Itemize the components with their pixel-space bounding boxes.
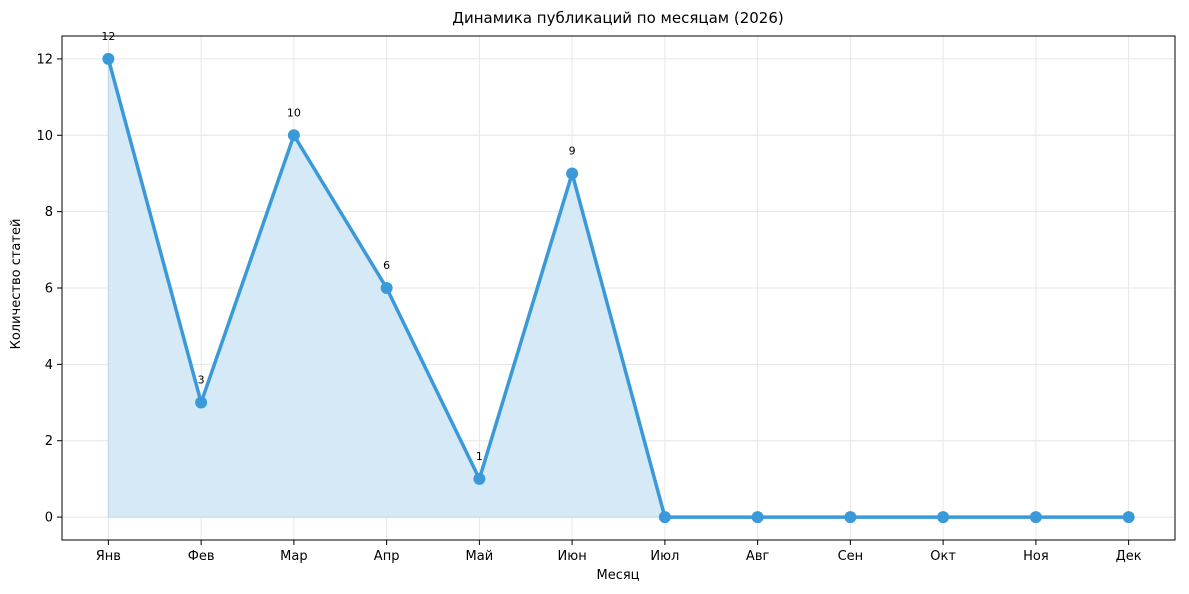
- x-tick-label: Май: [466, 549, 494, 564]
- data-point: [751, 511, 764, 524]
- y-tick-label: 12: [36, 52, 53, 67]
- chart-title: Динамика публикаций по месяцам (2026): [452, 9, 783, 27]
- y-tick-label: 6: [45, 282, 53, 297]
- y-tick-label: 4: [45, 358, 53, 373]
- data-label: 10: [287, 106, 301, 119]
- x-tick-label: Мар: [280, 549, 307, 564]
- data-point: [1029, 511, 1042, 524]
- data-label: 6: [383, 259, 390, 272]
- x-tick-label: Авг: [746, 549, 770, 564]
- data-point: [658, 511, 671, 524]
- data-point: [473, 472, 486, 485]
- data-point: [937, 511, 950, 524]
- x-tick-label: Дек: [1116, 549, 1142, 564]
- x-tick-label: Апр: [374, 549, 400, 564]
- data-points-layer: [102, 52, 1135, 524]
- x-tick-label: Июл: [650, 549, 679, 564]
- data-point: [566, 167, 579, 180]
- series-line: [106, 57, 1131, 519]
- x-tick-label: Окт: [930, 549, 956, 564]
- y-tick-label: 10: [36, 129, 53, 144]
- series-line-layer: [106, 57, 1131, 519]
- y-tick-label: 0: [45, 511, 53, 526]
- data-point: [380, 282, 393, 294]
- x-axis-label: Месяц: [596, 568, 639, 583]
- data-point: [844, 511, 857, 524]
- y-tick-label: 2: [45, 434, 53, 449]
- x-tick-label: Сен: [838, 549, 864, 564]
- x-tick-label: Июн: [558, 549, 587, 564]
- x-tick-label: Янв: [96, 549, 121, 564]
- data-label: 3: [198, 374, 205, 387]
- y-tick-label: 8: [45, 205, 53, 220]
- data-point: [102, 52, 115, 65]
- data-point: [1122, 511, 1135, 524]
- axes: 0 2 4 6 8 10 12 Янв Фев Мар Апр Май Июн Июл Авг Сен Окт Н…: [36, 35, 1176, 564]
- x-tick-label: Фев: [188, 549, 215, 564]
- data-point: [287, 129, 300, 142]
- data-point: [195, 396, 208, 409]
- data-label: 1: [476, 450, 483, 463]
- x-tick-label: Ноя: [1023, 549, 1049, 564]
- y-axis-label: Количество статей: [9, 219, 24, 350]
- data-label: 9: [569, 144, 576, 157]
